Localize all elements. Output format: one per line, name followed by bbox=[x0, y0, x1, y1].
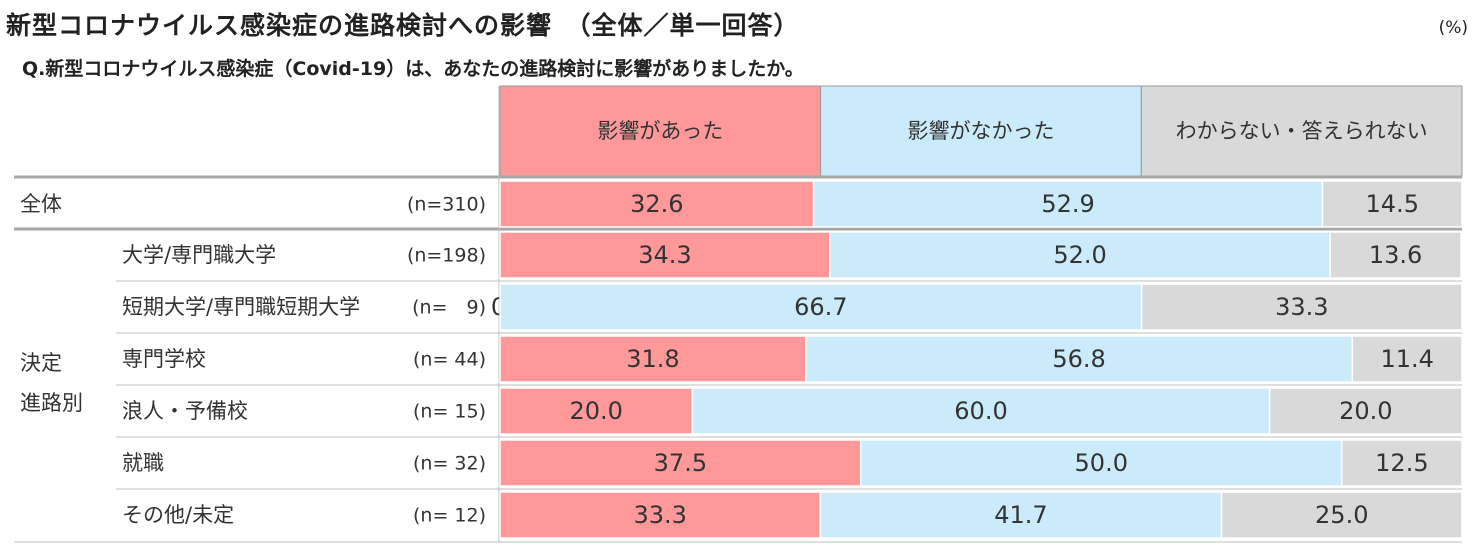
bar-segment bbox=[1268, 387, 1463, 435]
data-label: 37.5 bbox=[654, 449, 707, 477]
bar-segment bbox=[819, 491, 1223, 539]
bar-segment bbox=[812, 180, 1324, 228]
legend-cell-1 bbox=[499, 85, 822, 177]
bar-segment bbox=[1220, 491, 1463, 539]
bar-segment bbox=[860, 439, 1343, 487]
legend-cell-3 bbox=[1140, 85, 1463, 177]
bar-segment bbox=[1351, 335, 1463, 383]
row-label: その他/未定 bbox=[122, 503, 234, 527]
data-label: 66.7 bbox=[794, 293, 847, 321]
bar-segment bbox=[829, 231, 1331, 279]
data-label: 14.5 bbox=[1366, 190, 1419, 218]
group-label-line: 進路別 bbox=[20, 391, 83, 415]
unit-label: (%) bbox=[1438, 18, 1468, 38]
row-label: 就職 bbox=[122, 451, 164, 475]
bar-segment bbox=[499, 335, 807, 383]
bar-segment bbox=[499, 180, 815, 228]
data-label: 13.6 bbox=[1369, 241, 1422, 269]
bar-segment bbox=[499, 283, 1143, 331]
row-n-label: (n=310) bbox=[407, 194, 486, 216]
data-label: 20.0 bbox=[1339, 397, 1392, 425]
question-text: Q.新型コロナウイルス感染症（Covid-19）は、あなたの進路検討に影響があり… bbox=[22, 58, 804, 80]
bar-segment bbox=[499, 387, 694, 435]
legend-label-1: 影響があった bbox=[597, 119, 723, 143]
bar-segment bbox=[805, 335, 1354, 383]
row-label: 短期大学/専門職短期大学 bbox=[122, 295, 360, 319]
bar-segment bbox=[1140, 283, 1463, 331]
bar-segment bbox=[1341, 439, 1463, 487]
row-label: 浪人・予備校 bbox=[122, 399, 248, 423]
data-label: 32.6 bbox=[630, 190, 683, 218]
data-label: 52.0 bbox=[1053, 241, 1106, 269]
data-label: 50.0 bbox=[1075, 449, 1128, 477]
data-label: 11.4 bbox=[1380, 345, 1433, 373]
row-n-label: (n= 12) bbox=[413, 505, 486, 527]
data-label: 34.3 bbox=[638, 241, 691, 269]
row-n-label: (n=198) bbox=[407, 245, 486, 267]
row-label: 大学/専門職大学 bbox=[122, 243, 276, 267]
data-label: 25.0 bbox=[1315, 501, 1368, 529]
bar-segment bbox=[691, 387, 1271, 435]
row-n-label: (n= 9) bbox=[412, 297, 486, 319]
row-label: 全体 bbox=[20, 192, 62, 216]
row-label: 専門学校 bbox=[122, 347, 206, 371]
data-label: 60.0 bbox=[954, 397, 1007, 425]
data-label: 31.8 bbox=[626, 345, 679, 373]
legend-label-2: 影響がなかった bbox=[908, 119, 1055, 143]
data-label: 52.9 bbox=[1041, 190, 1094, 218]
data-label: 56.8 bbox=[1052, 345, 1105, 373]
bar-segment bbox=[1321, 180, 1463, 228]
bar-segment bbox=[1329, 231, 1462, 279]
data-label: 41.7 bbox=[994, 501, 1047, 529]
chart-title: 新型コロナウイルス感染症の進路検討への影響 （全体／単一回答） bbox=[6, 11, 800, 40]
legend-cell-2 bbox=[820, 85, 1142, 177]
row-n-label: (n= 32) bbox=[413, 453, 486, 475]
data-label: 12.5 bbox=[1375, 449, 1428, 477]
group-label-line: 決定 bbox=[20, 351, 62, 375]
legend-label-3: わからない・答えられない bbox=[1176, 119, 1428, 143]
row-n-label: (n= 44) bbox=[413, 349, 486, 371]
data-label: 33.3 bbox=[633, 501, 686, 529]
row-n-label: (n= 15) bbox=[413, 401, 486, 423]
data-label: 20.0 bbox=[569, 397, 622, 425]
data-label: 33.3 bbox=[1275, 293, 1328, 321]
